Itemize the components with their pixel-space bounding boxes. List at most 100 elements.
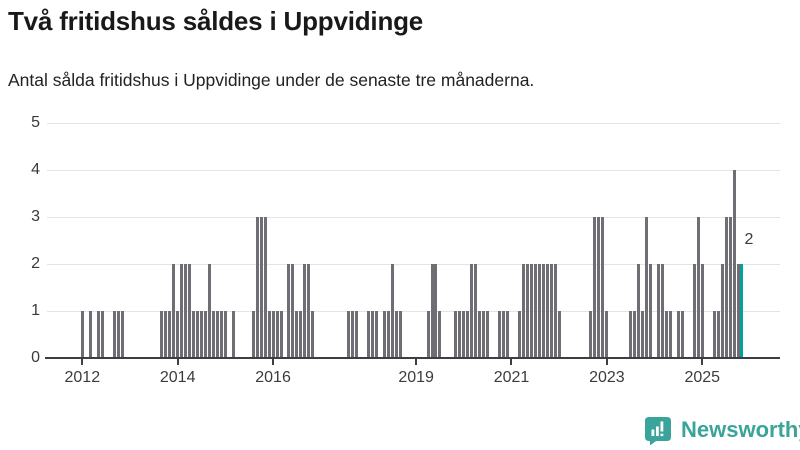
bar (517, 311, 521, 358)
bar (633, 311, 637, 358)
bar (120, 311, 124, 358)
bar (486, 311, 490, 358)
bar (263, 217, 267, 358)
x-axis-label-2023: 2023 (589, 369, 625, 386)
bar (370, 311, 374, 358)
bar (168, 311, 172, 358)
bar (211, 311, 215, 358)
bar (96, 311, 100, 358)
x-axis-label-2014: 2014 (159, 369, 196, 386)
bar (196, 311, 200, 358)
bar (287, 264, 291, 358)
bar (299, 311, 303, 358)
bar (557, 311, 561, 358)
bar (712, 311, 716, 358)
bar (231, 311, 235, 358)
y-axis-label-4: 4 (31, 161, 40, 178)
bar (200, 311, 204, 358)
bar (692, 264, 696, 358)
bar (307, 264, 311, 358)
gridline-y1 (47, 311, 780, 312)
bar (716, 311, 720, 358)
x-tick-2021 (510, 359, 513, 365)
bar (275, 311, 279, 358)
bar (700, 264, 704, 358)
bar (597, 217, 601, 358)
bar (525, 264, 529, 358)
bar (454, 311, 458, 358)
bar (470, 264, 474, 358)
bar (207, 264, 211, 358)
bar (502, 311, 506, 358)
bar (215, 311, 219, 358)
bar (351, 311, 355, 358)
y-axis-label-0: 0 (31, 349, 40, 366)
bar (506, 311, 510, 358)
newsworthy-wordmark: Newsworthy (681, 417, 800, 442)
bar (112, 311, 116, 358)
bar (668, 311, 672, 358)
bar (203, 311, 207, 358)
bar (366, 311, 370, 358)
bar (553, 264, 557, 358)
bar (386, 311, 390, 358)
bar (88, 311, 92, 358)
highlight-bar (740, 264, 744, 358)
bar (438, 311, 442, 358)
newsworthy-logo: Newsworthy (643, 415, 800, 446)
bar (537, 264, 541, 358)
bar (649, 264, 653, 358)
chart-subtitle: Antal sålda fritidshus i Uppvidinge unde… (8, 70, 535, 90)
bar (295, 311, 299, 358)
bar (430, 264, 434, 358)
bar (188, 264, 192, 358)
bar (267, 311, 271, 358)
page-title: Två fritidshus såldes i Uppvidinge (8, 6, 424, 36)
bar (251, 311, 255, 358)
bar (533, 264, 537, 358)
bar (458, 311, 462, 358)
bar (259, 217, 263, 358)
bar (180, 264, 184, 358)
bar (541, 264, 545, 358)
gridline-y4 (47, 170, 780, 171)
x-axis-label-2019: 2019 (398, 369, 434, 386)
x-axis-label-2016: 2016 (255, 369, 291, 386)
bar (474, 264, 478, 358)
bar (347, 311, 351, 358)
newsworthy-bubble-chart-icon (643, 415, 673, 446)
bar (589, 311, 593, 358)
bar (160, 311, 164, 358)
bar (720, 264, 724, 358)
x-tick-2023 (605, 359, 608, 365)
gridline-y3 (47, 217, 780, 218)
bar (176, 311, 180, 358)
y-axis-label-5: 5 (31, 114, 40, 131)
x-tick-2025 (701, 359, 704, 365)
bar (219, 311, 223, 358)
bar (680, 311, 684, 358)
bar (478, 311, 482, 358)
bar (661, 264, 664, 358)
x-axis-line (45, 357, 780, 359)
bar (466, 311, 470, 358)
bar (271, 311, 275, 358)
bar (172, 264, 176, 358)
bar (605, 311, 609, 358)
bar (529, 264, 533, 358)
gridline-y5 (47, 123, 780, 124)
x-tick-2016 (272, 359, 275, 365)
bar (629, 311, 633, 358)
bar (374, 311, 378, 358)
bar (521, 264, 525, 358)
bar (434, 264, 438, 358)
bar (664, 311, 668, 358)
bar (736, 264, 740, 358)
bar (696, 217, 700, 358)
bar (164, 311, 168, 358)
bar (657, 264, 661, 358)
bar (303, 264, 307, 358)
bar (676, 311, 680, 358)
